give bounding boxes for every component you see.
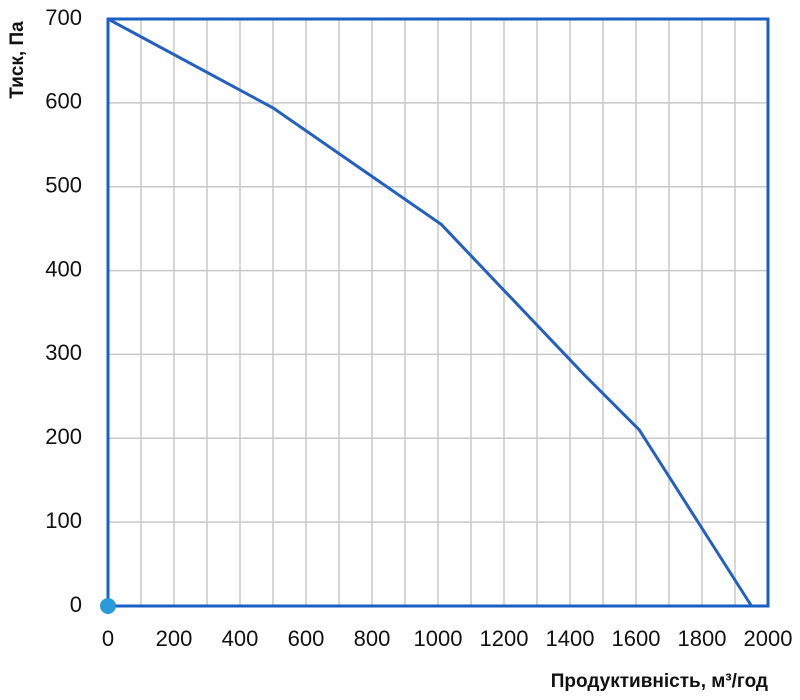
curve <box>107 17 753 607</box>
x-tick-label: 1200 <box>480 626 529 651</box>
y-tick-label: 0 <box>70 592 82 617</box>
y-axis-title: Тиск, Па <box>7 21 28 99</box>
x-tick-label: 800 <box>354 626 391 651</box>
y-tick-label: 700 <box>45 5 82 30</box>
y-tick-label: 200 <box>45 424 82 449</box>
x-tick-label: 0 <box>102 626 114 651</box>
y-tick-label: 300 <box>45 340 82 365</box>
x-tick-label: 600 <box>288 626 325 651</box>
x-tick-label: 1800 <box>678 626 727 651</box>
x-tick-label: 1000 <box>414 626 463 651</box>
y-tick-label: 500 <box>45 173 82 198</box>
y-tick-label: 400 <box>45 256 82 281</box>
x-axis-title: Продуктивність, м³/год <box>551 671 768 692</box>
plot-frame <box>106 17 770 608</box>
x-tick-label: 1400 <box>546 626 595 651</box>
x-tick-label: 1600 <box>612 626 661 651</box>
y-tick-label: 100 <box>45 508 82 533</box>
x-tick-label: 2000 <box>744 626 793 651</box>
origin-marker <box>100 598 116 614</box>
x-tick-label: 400 <box>222 626 259 651</box>
y-tick-label: 600 <box>45 89 82 114</box>
x-tick-label: 200 <box>156 626 193 651</box>
